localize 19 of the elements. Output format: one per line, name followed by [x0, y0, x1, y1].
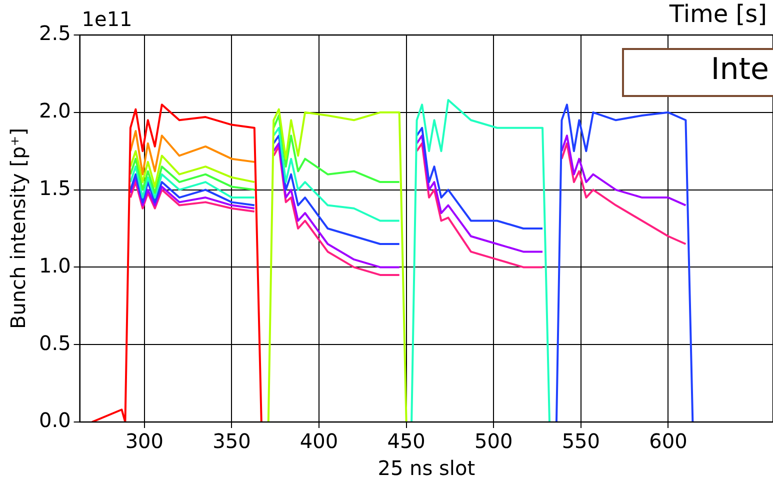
- x-axis-title: 25 ns slot: [378, 456, 476, 480]
- y-tick-label: 1.0: [38, 253, 71, 278]
- y-tick-label: 2.0: [38, 98, 71, 123]
- x-tick-label: 450: [387, 429, 426, 454]
- annotation: Inte: [710, 52, 769, 87]
- y-axis-title: Bunch intensity [p⁺]: [6, 128, 30, 330]
- x-tick-label: 600: [649, 429, 688, 454]
- y-tick-label: 1.5: [38, 176, 71, 200]
- x-tick-label: 400: [300, 429, 338, 454]
- y-tick-label: 0.0: [38, 408, 71, 432]
- y-tick-label: 2.5: [38, 21, 71, 46]
- text: 1e11: [82, 7, 132, 31]
- text: Time [s]: [669, 0, 767, 28]
- y-tick-label: 0.5: [38, 330, 71, 355]
- x-tick-label: 550: [562, 429, 600, 454]
- label-box: Inte: [622, 48, 773, 97]
- x-tick-label: 350: [212, 429, 251, 454]
- x-tick-label: 500: [474, 429, 513, 454]
- x-tick-label: 300: [125, 429, 164, 454]
